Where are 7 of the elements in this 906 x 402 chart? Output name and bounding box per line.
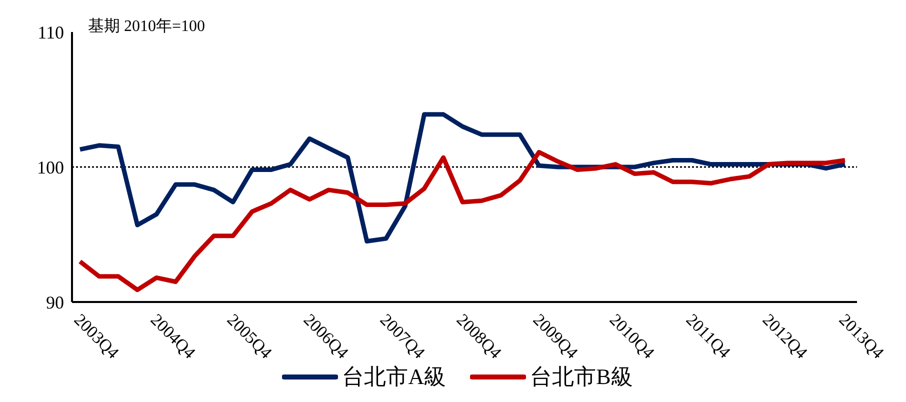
legend-label: 台北市A級 [342, 363, 446, 391]
y-tick-label: 100 [37, 157, 64, 178]
annotation: 基期 2010年=100 [88, 16, 206, 37]
y-tick-label: 110 [38, 22, 64, 42]
y-tick-label: 90 [46, 292, 64, 312]
line-series [78, 150, 848, 292]
legend-label: 台北市B級 [530, 363, 633, 391]
